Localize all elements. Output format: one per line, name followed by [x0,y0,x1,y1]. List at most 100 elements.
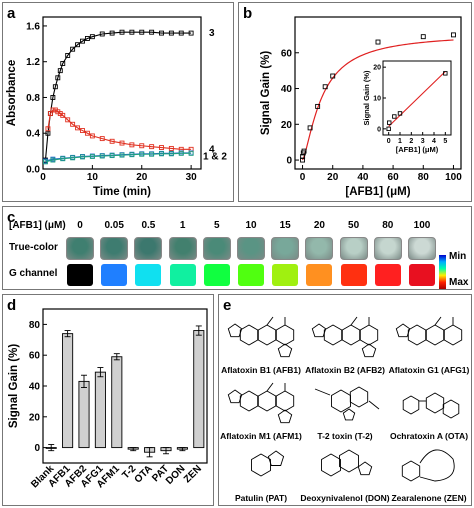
panel-e-structures: e Aflatoxin B1 (AFB1) Aflatoxin B2 (AFB2)… [218,294,472,506]
bond [368,400,380,410]
data-point [99,31,105,37]
g-channel-well [135,264,162,286]
data-point [188,150,194,156]
y-tick-label: 40 [281,84,293,95]
molecule-name: Ochratoxin A (OTA) [390,431,468,441]
x-axis-label: Time (min) [93,186,151,198]
molecule-structure [402,392,460,419]
y-tick-label: 60 [29,351,41,362]
ring [239,324,259,346]
panel-label-b: b [243,5,253,22]
true-color-row-label: True-color [9,242,58,253]
plot-frame [294,16,462,170]
true-color-well [168,237,197,260]
molecule-name: Aflatoxin B1 (AFB1) [221,365,301,375]
molecule-structure [321,449,373,477]
data-point [119,140,125,146]
g-channel-well [169,264,196,286]
molecule-name: Patulin (PAT) [235,493,287,503]
data-point [322,84,328,90]
panel-c-color-images: c [AFB1] (μM) True-color G channel 0 0.05… [2,206,472,290]
data-point [50,107,56,113]
data-point [45,130,51,136]
data-point [149,151,155,157]
series-line-3 [44,31,192,161]
data-point [75,125,81,131]
ring [227,389,243,404]
true-color-well [305,237,334,260]
ring [407,324,427,346]
y-tick-label: 20 [29,412,41,423]
y-tick-label: 40 [29,382,41,393]
inset-fit-line [388,71,446,127]
bond [350,316,358,326]
data-point [129,152,135,158]
concentration-label: 80 [382,220,394,231]
molecule-name: Aflatoxin B2 (AFB2) [305,365,385,375]
bar-AFM1 [111,356,123,449]
data-point [43,159,48,165]
data-point [60,61,66,66]
inset-x-tick-label: 0 [387,138,391,145]
concentration-label: 0.5 [141,220,156,231]
ring [401,460,421,482]
inset-x-axis-label: [AFB1] (μM) [396,145,439,154]
g-channel-row-label: G channel [9,268,58,279]
data-point [84,130,90,136]
concentration-label: 5 [214,220,220,231]
annotation-series-3: 3 [209,28,215,39]
inset-x-tick-label: 2 [409,138,413,145]
true-color-well [271,237,300,260]
data-point [89,154,95,159]
data-point [178,30,184,36]
y-tick-label: 1.6 [26,21,40,32]
inset-y-tick-label: 10 [373,96,381,103]
data-point [159,145,164,150]
g-channel-well [238,264,264,286]
data-point [80,38,85,44]
data-point [80,154,85,160]
data-point [119,29,125,35]
ring [321,453,341,477]
fit-curve [301,39,454,161]
ring [331,389,351,413]
bond [314,388,331,396]
ring [275,324,295,346]
data-point [89,133,95,139]
true-color-well [237,237,265,260]
inset-y-tick-label: 20 [373,65,381,72]
inset-x-tick-label: 5 [443,138,447,145]
y-tick-label: 20 [281,120,293,131]
data-point [307,125,313,131]
data-point [129,142,135,148]
panel-b-calibration: b 0 20 40 60 80 100 0 20 40 60 [AFB1] (μM) Signal G… [238,2,472,202]
data-point [119,152,125,158]
molecule-structures: Aflatoxin B1 (AFB1) Aflatoxin B2 (AFB2) Af… [220,316,470,503]
data-point [109,153,115,159]
ring [277,409,293,424]
concentration-label: 10 [245,220,257,231]
data-point [80,128,85,134]
y-tick-label: 0 [286,156,292,167]
data-point [99,136,105,142]
inset-x-tick-label: 3 [421,138,425,145]
true-color-well [408,237,436,260]
molecule-structure [311,316,379,358]
ring [349,386,369,408]
x-axis-label: [AFB1] (μM) [345,186,410,198]
g-channel-well [203,264,230,286]
bar-AFB2 [78,380,90,449]
molecule-name: Deoxynivalenol (DON) [300,493,389,503]
data-point [75,42,81,48]
bar-AFG1 [94,371,106,449]
ring [257,324,277,346]
ring [425,324,445,346]
annotation-series-4: 4 [209,144,215,155]
data-point [139,143,145,149]
data-point [375,39,381,45]
colorbar-min-label: Min [449,251,467,262]
molecule-structure [227,316,295,358]
ring [277,343,293,358]
